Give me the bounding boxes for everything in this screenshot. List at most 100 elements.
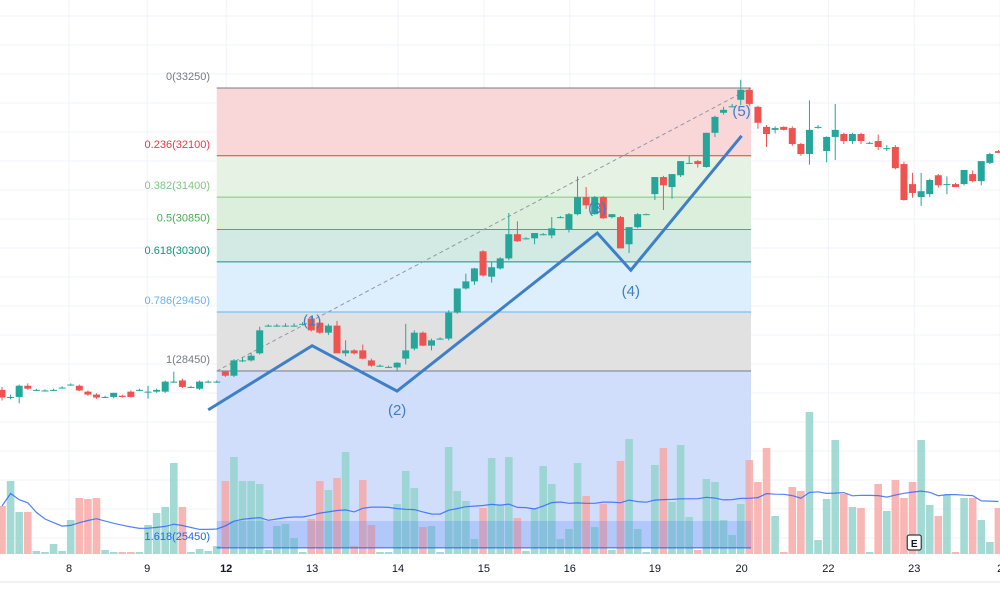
volume-bar bbox=[281, 524, 290, 554]
candle-body bbox=[264, 325, 272, 327]
candle-body bbox=[651, 177, 659, 195]
volume-bar bbox=[642, 552, 651, 554]
time-axis-tick-label: 14 bbox=[392, 563, 404, 575]
candle-body bbox=[814, 126, 822, 128]
volume-bar bbox=[908, 482, 917, 554]
candle-body bbox=[367, 360, 375, 366]
candle-body bbox=[522, 238, 530, 240]
volume-bar bbox=[247, 481, 255, 554]
candle-body bbox=[333, 325, 341, 354]
volume-bar bbox=[333, 478, 341, 554]
candle-body bbox=[986, 154, 994, 163]
elliott-wave-label: (5) bbox=[732, 103, 750, 120]
volume-bar bbox=[401, 471, 410, 554]
volume-bar bbox=[977, 520, 986, 554]
volume-bar bbox=[436, 552, 444, 554]
candle-body bbox=[840, 133, 848, 142]
candle-body bbox=[694, 161, 702, 165]
candle-body bbox=[608, 214, 616, 218]
volume-bar bbox=[685, 517, 693, 554]
volume-bar bbox=[316, 481, 324, 554]
volume-bar bbox=[547, 484, 556, 554]
candle-body bbox=[342, 350, 350, 354]
volume-bar bbox=[925, 505, 934, 554]
candle-body bbox=[187, 386, 195, 388]
elliott-wave-line[interactable] bbox=[207, 134, 743, 412]
candle-body bbox=[350, 350, 358, 354]
candle-body bbox=[153, 389, 161, 392]
candle-body bbox=[213, 381, 221, 383]
volume-bar bbox=[109, 552, 118, 554]
candle-body bbox=[376, 365, 384, 367]
candle-body bbox=[728, 106, 736, 108]
volume-bar bbox=[754, 482, 762, 554]
candle-body bbox=[7, 396, 15, 398]
elliott-wave-label: (4) bbox=[622, 283, 640, 300]
candle-body bbox=[58, 387, 66, 389]
candle-body bbox=[462, 281, 470, 289]
volume-bar bbox=[92, 498, 101, 554]
candle-body bbox=[917, 191, 925, 198]
volume-bar bbox=[857, 508, 865, 554]
candle-body bbox=[281, 325, 289, 327]
volume-bar bbox=[616, 461, 625, 554]
candle-body bbox=[41, 390, 49, 392]
fib-zone-extension-overlay bbox=[216, 521, 752, 548]
candle-body bbox=[513, 234, 521, 242]
candle-body bbox=[754, 106, 762, 123]
volume-bar bbox=[943, 495, 951, 554]
volume-bar bbox=[152, 513, 161, 554]
volume-bar bbox=[917, 440, 925, 554]
fib-zone bbox=[216, 155, 752, 198]
candle-body bbox=[702, 132, 710, 168]
volume-bar bbox=[693, 550, 702, 554]
candle-body bbox=[866, 142, 874, 144]
volume-bar bbox=[565, 529, 573, 554]
elliott-wave-label: (3) bbox=[588, 200, 606, 217]
candle-body bbox=[428, 340, 435, 346]
candle-body bbox=[110, 392, 118, 397]
fib-zone bbox=[216, 88, 752, 156]
candle-body bbox=[419, 332, 427, 346]
candle-body bbox=[385, 366, 393, 368]
time-axis-tick-label: 20 bbox=[735, 563, 747, 575]
fib-level-label: 0(33250) bbox=[166, 71, 210, 83]
candle-body bbox=[359, 350, 367, 359]
volume-bar bbox=[874, 484, 882, 554]
candle-body bbox=[994, 151, 1000, 153]
candle-body bbox=[565, 214, 573, 230]
volume-bar bbox=[762, 448, 771, 554]
candle-body bbox=[900, 164, 908, 201]
fib-level-label: 1(28450) bbox=[166, 354, 210, 366]
volume-bar bbox=[66, 520, 75, 554]
volume-bar bbox=[15, 512, 23, 554]
candle-body bbox=[32, 389, 40, 391]
candle-body bbox=[943, 184, 951, 186]
volume-bar bbox=[75, 498, 84, 554]
candle-body bbox=[393, 362, 401, 368]
volume-bar bbox=[633, 529, 642, 554]
time-axis-tick-label: 16 bbox=[564, 563, 576, 575]
candle-body bbox=[178, 380, 186, 387]
fib-level-label: 0.382(31400) bbox=[145, 180, 210, 192]
volume-bar bbox=[290, 538, 298, 554]
candle-body bbox=[857, 133, 865, 142]
candle-body bbox=[556, 217, 564, 219]
volume-bar bbox=[255, 484, 264, 554]
volume-bar bbox=[668, 502, 676, 554]
volume-bar bbox=[264, 550, 273, 554]
candle-body bbox=[101, 396, 109, 398]
candle-body bbox=[909, 184, 917, 193]
candle-body bbox=[848, 133, 856, 142]
volume-bar bbox=[882, 511, 891, 554]
volume-bar bbox=[891, 480, 900, 554]
volume-bar bbox=[419, 527, 427, 554]
event-badge[interactable] bbox=[906, 534, 922, 551]
candle-body bbox=[247, 355, 255, 361]
volume-bar bbox=[822, 499, 831, 554]
volume-moving-average-line bbox=[1, 490, 999, 531]
volume-bar bbox=[230, 457, 238, 554]
volume-bar bbox=[496, 505, 505, 554]
